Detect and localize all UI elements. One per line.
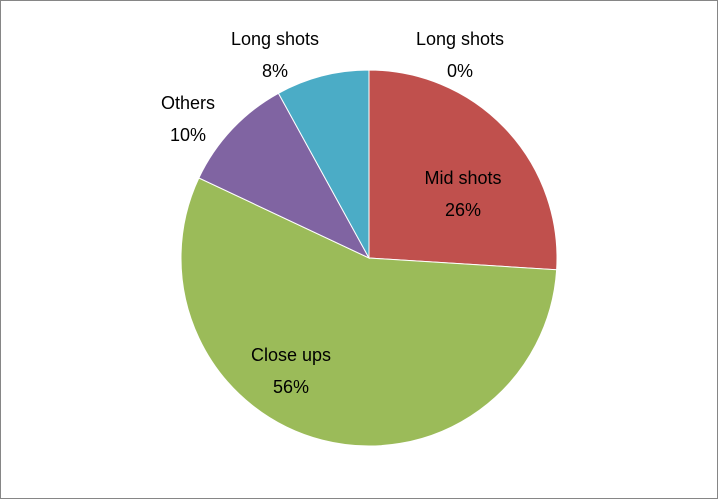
pie-slice [180,177,558,447]
slice-category-label: Long shots [416,29,504,49]
slice-value-label: 26% [445,200,481,220]
slice-category-label: Long shots [231,29,319,49]
slice-category-label: Close ups [251,345,331,365]
slice-value-label: 8% [262,61,288,81]
pie-slice [368,69,558,271]
slice-value-label: 56% [273,377,309,397]
slice-value-label: 10% [170,125,206,145]
slice-value-label: 0% [447,61,473,81]
pie-slice [277,69,370,259]
slice-category-label: Mid shots [424,168,501,188]
slice-category-label: Others [161,93,215,113]
pie-slice [198,92,371,260]
